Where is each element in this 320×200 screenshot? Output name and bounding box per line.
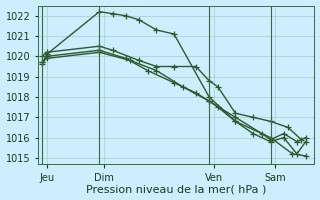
X-axis label: Pression niveau de la mer( hPa ): Pression niveau de la mer( hPa ) xyxy=(86,184,266,194)
